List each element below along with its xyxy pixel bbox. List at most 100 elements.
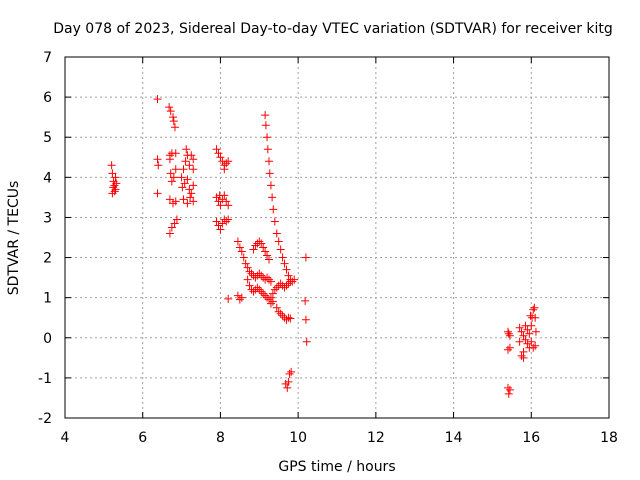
data-point: [280, 259, 289, 268]
data-point: [110, 187, 119, 196]
data-point: [268, 289, 277, 298]
data-point: [249, 245, 258, 254]
data-point: [276, 309, 285, 318]
data-point: [212, 145, 221, 154]
data-point: [216, 225, 225, 234]
data-point: [233, 291, 242, 300]
data-point: [255, 285, 264, 294]
data-point: [261, 121, 270, 130]
data-point: [290, 275, 299, 284]
data-point: [515, 337, 524, 346]
y-tick-label: 7: [43, 50, 52, 66]
data-point: [523, 339, 532, 348]
data-point: [274, 307, 283, 316]
data-point: [251, 273, 260, 282]
x-tick-label: 12: [367, 430, 385, 446]
data-point: [285, 369, 294, 378]
data-point: [185, 161, 194, 170]
y-tick-label: 0: [43, 331, 52, 347]
data-point: [263, 273, 272, 282]
data-point: [505, 385, 514, 394]
data-point: [169, 173, 178, 182]
chart-title: Day 078 of 2023, Sidereal Day-to-day VTE…: [53, 21, 613, 37]
data-point: [301, 315, 310, 324]
data-point: [178, 183, 187, 192]
data-point: [259, 289, 268, 298]
data-point: [521, 335, 530, 344]
data-point: [505, 343, 514, 352]
data-point: [288, 277, 297, 286]
data-point: [523, 325, 532, 334]
y-tick-labels: -2 -1 0 1 2 3 4 5 6 7: [38, 50, 52, 427]
data-point: [284, 313, 293, 322]
data-point: [235, 295, 244, 304]
data-point: [286, 314, 295, 323]
data-point: [167, 177, 176, 186]
data-point: [245, 267, 254, 276]
data-point: [170, 219, 179, 228]
data-point: [504, 329, 513, 338]
data-point: [527, 337, 536, 346]
x-tick-label: 18: [600, 430, 618, 446]
data-point: [171, 165, 180, 174]
data-point: [166, 169, 175, 178]
data-point: [268, 193, 277, 202]
data-point: [165, 155, 174, 164]
y-tick-label: 3: [43, 210, 52, 226]
data-point: [218, 195, 227, 204]
data-point: [243, 275, 252, 284]
data-point: [503, 383, 512, 392]
data-point: [276, 279, 285, 288]
data-point: [266, 181, 275, 190]
data-point: [241, 259, 250, 268]
data-point: [187, 189, 196, 198]
data-point: [259, 243, 268, 252]
data-point: [224, 294, 233, 303]
data-point: [185, 185, 194, 194]
data-point: [177, 173, 186, 182]
data-point: [503, 345, 512, 354]
data-point: [183, 175, 192, 184]
data-point: [224, 157, 233, 166]
data-point: [526, 311, 535, 320]
data-point: [216, 201, 225, 210]
data-point: [224, 201, 233, 210]
data-point: [257, 287, 266, 296]
data-point: [169, 117, 178, 126]
data-point: [263, 133, 272, 142]
data-point: [181, 157, 190, 166]
data-point: [274, 237, 283, 246]
data-point: [265, 157, 273, 166]
data-point: [245, 281, 254, 290]
data-point: [525, 329, 534, 338]
data-point: [182, 145, 191, 154]
data-point: [218, 219, 227, 228]
data-point: [189, 165, 198, 174]
data-point: [214, 221, 223, 230]
data-point: [261, 291, 270, 300]
grid-lines: [65, 57, 609, 418]
x-axis-label: GPS time / hours: [278, 459, 395, 475]
data-point: [527, 321, 536, 330]
data-point: [278, 253, 287, 262]
data-point: [284, 377, 293, 386]
data-point: [519, 331, 528, 340]
data-point: [224, 215, 233, 224]
data-point: [272, 229, 281, 238]
data-point: [222, 217, 231, 226]
data-point: [214, 197, 223, 206]
data-point: [257, 239, 266, 248]
data-point: [517, 327, 526, 336]
x-tick-label: 10: [289, 430, 307, 446]
data-point: [270, 217, 279, 226]
data-point: [276, 245, 285, 254]
data-point: [265, 169, 274, 178]
data-point: [214, 149, 223, 158]
y-tick-label: 6: [43, 90, 52, 106]
data-point: [283, 383, 292, 392]
data-point: [268, 297, 277, 306]
plot-frame: [64, 56, 610, 419]
data-point: [255, 237, 264, 246]
data-point: [251, 241, 260, 250]
